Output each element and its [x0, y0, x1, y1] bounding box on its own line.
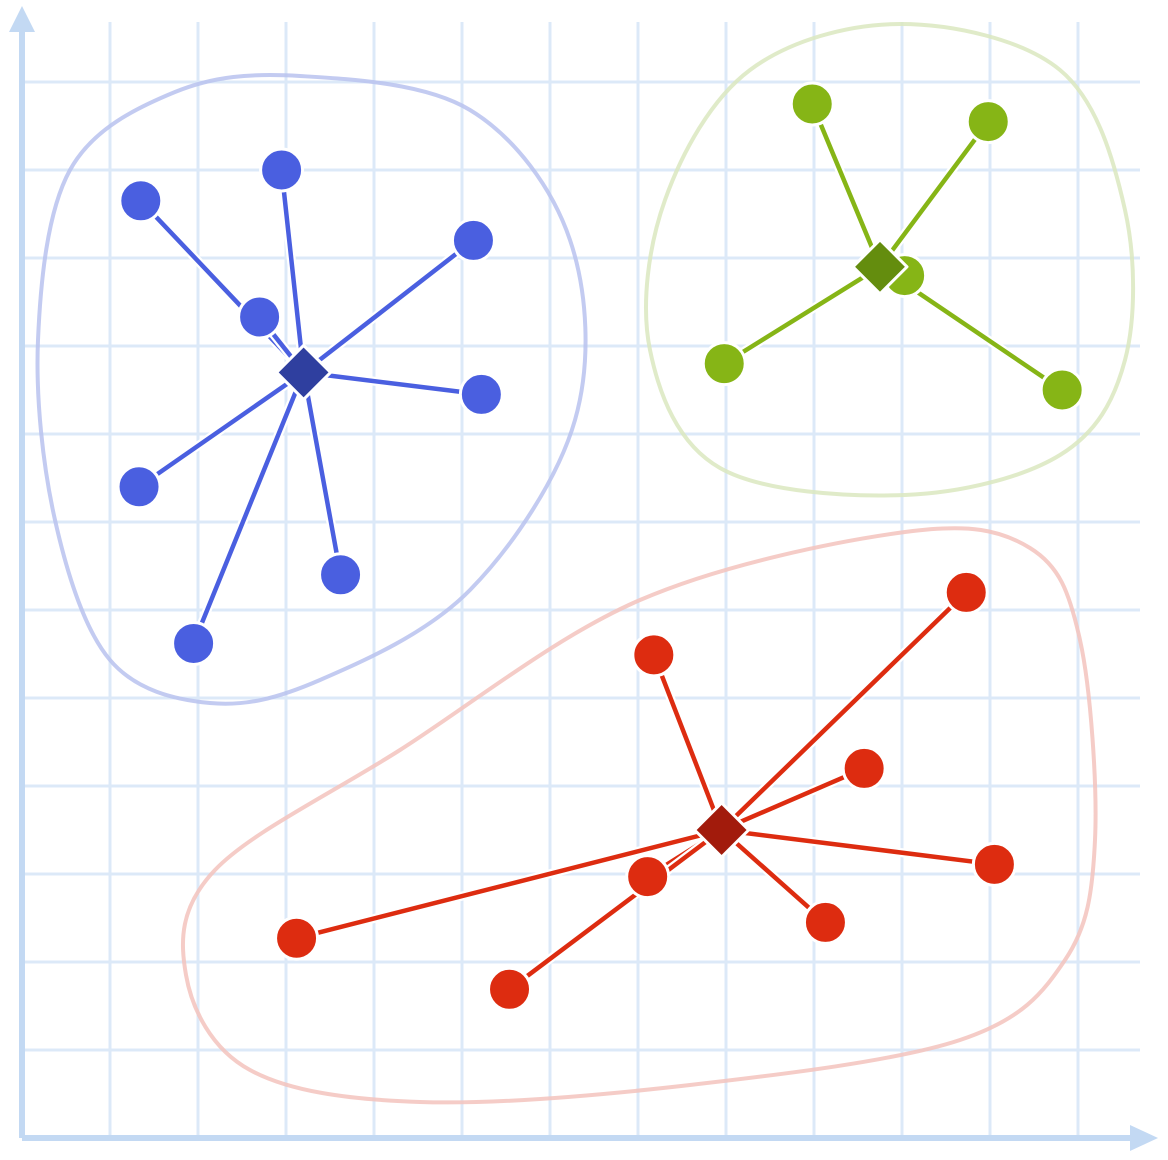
- cluster-edge: [719, 590, 969, 833]
- data-point: [318, 552, 364, 598]
- data-point: [487, 966, 533, 1012]
- cluster-edge: [719, 766, 867, 833]
- cluster-edge: [301, 370, 343, 578]
- cluster-edge: [721, 264, 883, 366]
- cluster-edge: [877, 119, 991, 270]
- cluster-hull: [35, 73, 588, 706]
- data-point: [118, 178, 164, 224]
- cluster-edge: [651, 652, 724, 833]
- cluster-edge: [301, 370, 484, 397]
- data-point: [259, 147, 305, 193]
- data-point: [237, 294, 283, 340]
- data-point: [802, 899, 848, 945]
- data-point: [631, 632, 677, 678]
- cluster-centroid: [693, 801, 751, 859]
- cluster-edges: [134, 99, 1067, 994]
- cluster-edge: [507, 827, 724, 992]
- cluster-hulls: [35, 21, 1136, 1105]
- data-point: [841, 745, 887, 791]
- cluster-edge: [719, 827, 828, 925]
- cluster-edge: [719, 827, 997, 867]
- y-axis-arrow: [9, 6, 35, 32]
- cluster-edge: [279, 167, 306, 375]
- data-point: [971, 841, 1017, 887]
- cluster-edge: [294, 827, 724, 941]
- data-point: [458, 371, 504, 417]
- cluster-edge: [191, 370, 306, 646]
- data-point: [789, 81, 835, 127]
- data-point: [1039, 367, 1085, 413]
- axes: [9, 6, 1158, 1151]
- data-point: [116, 464, 162, 510]
- data-point: [274, 915, 320, 961]
- cluster-hull: [180, 526, 1098, 1105]
- data-point: [701, 341, 747, 387]
- cluster-centroid: [851, 238, 909, 296]
- cluster-hull: [644, 21, 1136, 498]
- cluster-centroid: [275, 343, 333, 401]
- data-point: [171, 620, 217, 666]
- data-point: [965, 99, 1011, 145]
- data-points: [116, 81, 1085, 1012]
- data-point: [625, 854, 671, 900]
- centroids: [275, 238, 909, 859]
- data-point: [943, 569, 989, 615]
- x-axis-arrow: [1130, 1125, 1158, 1151]
- cluster-edge: [301, 238, 476, 375]
- cluster-edge: [136, 370, 306, 490]
- cluster-edge: [809, 101, 883, 270]
- data-point: [450, 217, 496, 263]
